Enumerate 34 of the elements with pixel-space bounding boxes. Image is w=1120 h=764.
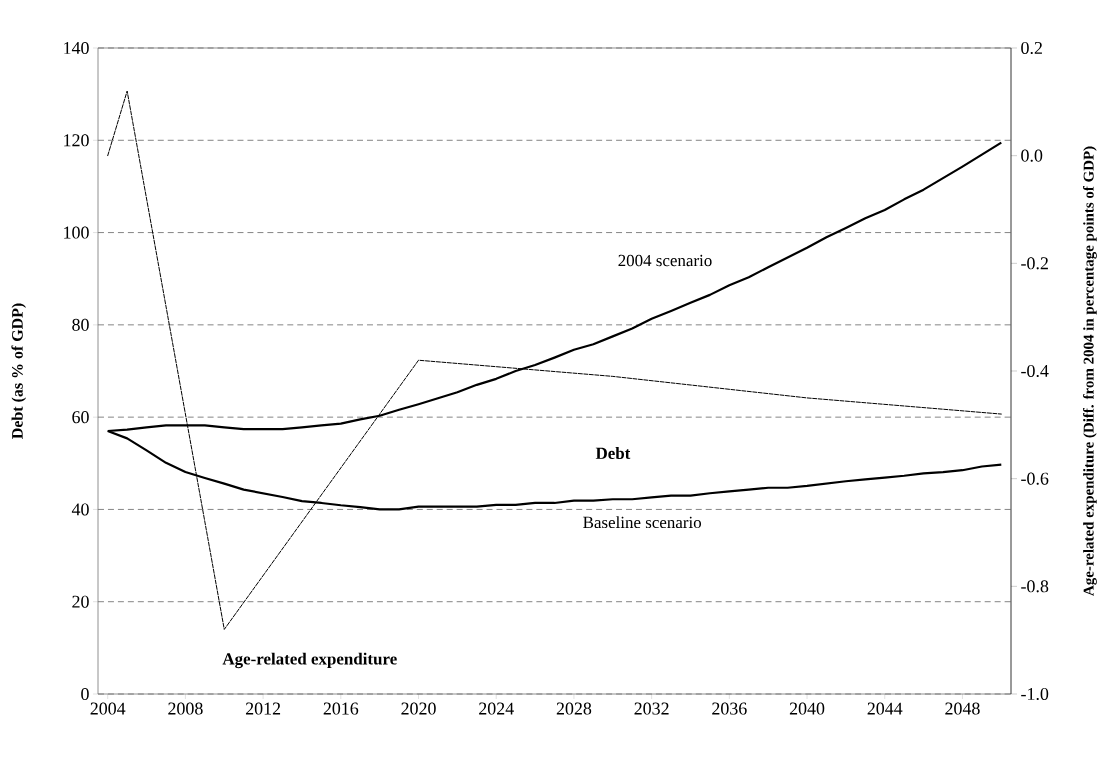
y2-tick-label: 0.2 <box>1021 41 1042 55</box>
x-tick-label: 2040 <box>789 702 825 715</box>
x-tick-label: 2020 <box>401 702 436 715</box>
annotation: Debt <box>595 447 631 459</box>
y-tick-label: 100 <box>64 226 89 239</box>
y2-axis-title: Age-related expenditure (Diff. from 2004 in percentage points of GDP) <box>1083 146 1097 596</box>
series-label: Age-related expenditure <box>222 652 397 669</box>
y-tick-label: 140 <box>64 41 89 55</box>
x-tick-label: 2004 <box>90 702 126 715</box>
x-tick-label: 2044 <box>867 702 903 715</box>
y2-tick-label: -0.4 <box>1021 364 1049 378</box>
x-tick-label: 2016 <box>323 702 359 715</box>
series-label: 2004 scenario <box>618 254 712 267</box>
y2-tick-label: 0.0 <box>1021 149 1043 162</box>
x-tick-label: 2048 <box>945 702 980 715</box>
x-tick-label: 2024 <box>479 702 514 715</box>
y2-tick-label: -0.8 <box>1021 580 1049 593</box>
x-tick-label: 2036 <box>712 702 747 715</box>
x-tick-label: 2028 <box>556 702 592 715</box>
y-tick-label: 40 <box>71 503 89 516</box>
y-axis-title: Debt (as % of GDP) <box>11 303 26 439</box>
y2-tick-label: -0.2 <box>1021 257 1048 270</box>
x-tick-label: 2012 <box>245 702 281 715</box>
x-tick-label: 2032 <box>634 702 669 715</box>
series-label: Baseline scenario <box>583 516 702 529</box>
x-tick-label: 2008 <box>168 702 203 715</box>
y2-tick-label: -0.6 <box>1021 472 1049 485</box>
line-series <box>107 90 1002 630</box>
y-tick-label: 0 <box>81 687 89 701</box>
y-tick-label: 120 <box>64 134 89 147</box>
y2-tick-label: -1.0 <box>1021 687 1049 701</box>
y-tick-label: 20 <box>72 595 89 608</box>
y-tick-label: 80 <box>72 318 89 331</box>
y-tick-label: 60 <box>72 411 89 424</box>
